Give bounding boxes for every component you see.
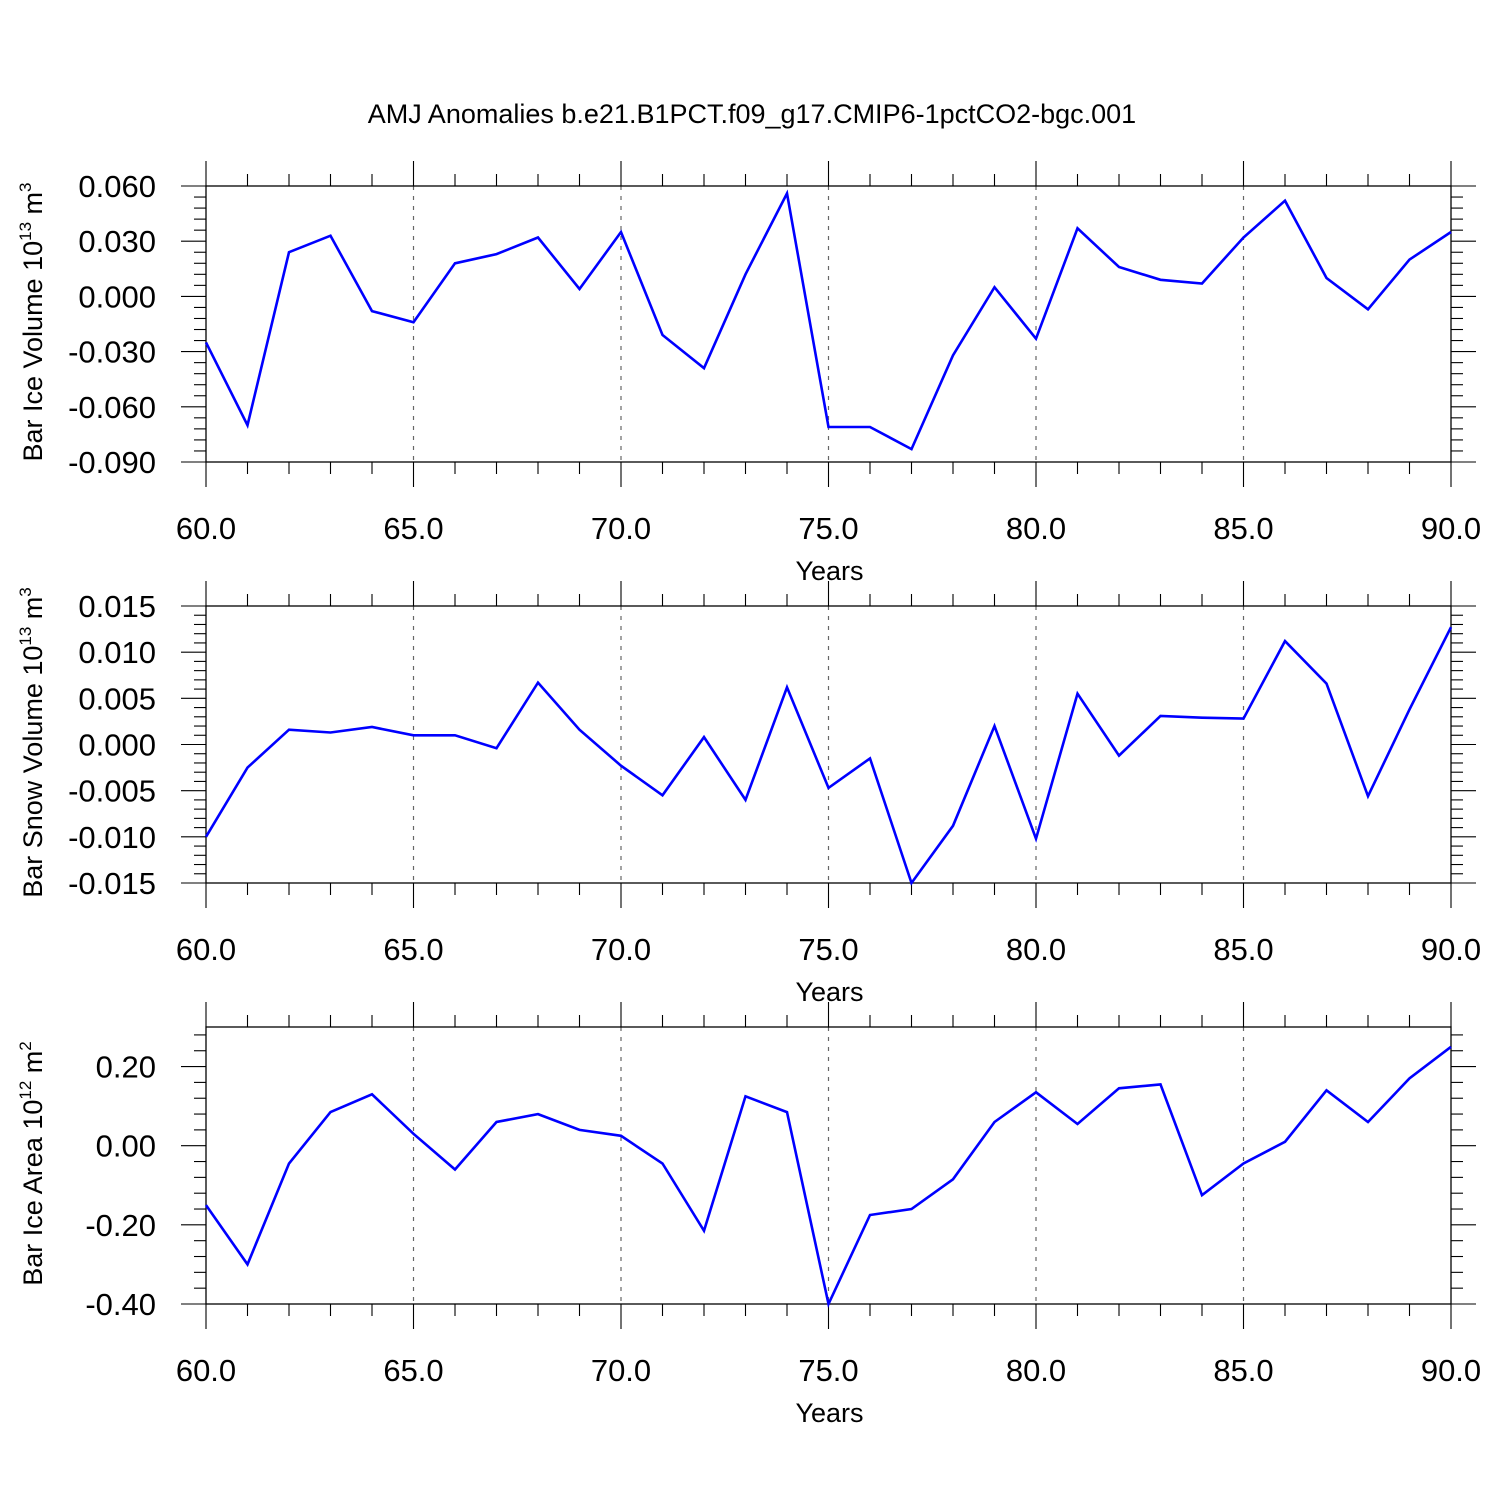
panels: 60.0 65.0 70.0 75.0 80.0 85.0 90.0 -0.090 -0.060… — [16, 161, 1481, 1428]
x-tick-label: 75.0 — [798, 1353, 858, 1388]
y-tick-label: 0.000 — [78, 728, 156, 763]
x-tick-label: 90.0 — [1421, 1353, 1481, 1388]
y-tick-label: -0.090 — [68, 445, 156, 480]
y-tick-label: -0.030 — [68, 335, 156, 370]
x-tick-label: 60.0 — [176, 932, 236, 967]
y-tick-label: -0.20 — [85, 1208, 156, 1243]
y-axis-label-part: m — [18, 597, 48, 627]
x-tick-label: 85.0 — [1213, 1353, 1273, 1388]
y-axis-label-superscript: 13 — [16, 627, 35, 646]
y-tick-label: -0.015 — [68, 866, 156, 901]
x-tick-label: 65.0 — [383, 932, 443, 967]
y-axis-label-part: Bar Ice Area 10 — [18, 1100, 48, 1286]
y-axis-label-part: m — [18, 192, 48, 222]
y-tick-label: 0.00 — [96, 1129, 156, 1164]
y-axis-label-superscript: 2 — [16, 1041, 35, 1050]
y-axis-label-part: m — [18, 1051, 48, 1081]
x-tick-label: 85.0 — [1213, 932, 1273, 967]
y-tick-label: 0.20 — [96, 1050, 156, 1085]
x-tick-label: 80.0 — [1006, 511, 1066, 546]
y-axis-label-part: Bar Snow Volume 10 — [18, 646, 48, 898]
y-tick-label: 0.010 — [78, 635, 156, 670]
y-tick-label: 0.005 — [78, 681, 156, 716]
x-axis-label: Years — [795, 556, 863, 586]
x-axis-label: Years — [795, 977, 863, 1007]
x-tick-label: 70.0 — [591, 511, 651, 546]
y-axis-label: Bar Ice Volume 1013 m3 — [16, 182, 48, 461]
y-axis-label-superscript: 13 — [16, 222, 35, 241]
y-tick-label: 0.030 — [78, 224, 156, 259]
figure-title: AMJ Anomalies b.e21.B1PCT.f09_g17.CMIP6-… — [368, 99, 1136, 129]
y-axis-label: Bar Ice Area 1012 m2 — [16, 1041, 48, 1286]
y-axis-label-part: Bar Ice Volume 10 — [18, 241, 48, 462]
chart-panel-3: 60.0 65.0 70.0 75.0 80.0 85.0 90.0 -0.40 -0.20 0.… — [16, 1002, 1481, 1428]
y-axis-label-superscript: 3 — [16, 182, 35, 191]
x-tick-label: 90.0 — [1421, 932, 1481, 967]
x-tick-label: 65.0 — [383, 511, 443, 546]
y-tick-label: -0.060 — [68, 390, 156, 425]
y-tick-label: -0.005 — [68, 774, 156, 809]
x-tick-label: 80.0 — [1006, 932, 1066, 967]
x-tick-label: 70.0 — [591, 932, 651, 967]
x-tick-label: 65.0 — [383, 1353, 443, 1388]
y-tick-label: 0.015 — [78, 589, 156, 624]
y-tick-label: -0.40 — [85, 1287, 156, 1322]
x-tick-label: 60.0 — [176, 511, 236, 546]
y-axis-label: Bar Snow Volume 1013 m3 — [16, 587, 48, 898]
y-tick-label: 0.060 — [78, 169, 156, 204]
x-tick-label: 60.0 — [176, 1353, 236, 1388]
x-tick-label: 80.0 — [1006, 1353, 1066, 1388]
x-tick-label: 85.0 — [1213, 511, 1273, 546]
chart-panel-2: 60.0 65.0 70.0 75.0 80.0 85.0 90.0 -0.015 -0.010… — [16, 581, 1481, 1007]
x-tick-label: 75.0 — [798, 932, 858, 967]
y-axis-label-superscript: 3 — [16, 587, 35, 596]
x-tick-label: 90.0 — [1421, 511, 1481, 546]
y-tick-label: -0.010 — [68, 820, 156, 855]
x-axis-label: Years — [795, 1398, 863, 1428]
x-tick-label: 70.0 — [591, 1353, 651, 1388]
y-axis-label-superscript: 12 — [16, 1081, 35, 1100]
x-tick-label: 75.0 — [798, 511, 858, 546]
y-tick-label: 0.000 — [78, 279, 156, 314]
chart-panel-1: 60.0 65.0 70.0 75.0 80.0 85.0 90.0 -0.090 -0.060… — [16, 161, 1481, 586]
